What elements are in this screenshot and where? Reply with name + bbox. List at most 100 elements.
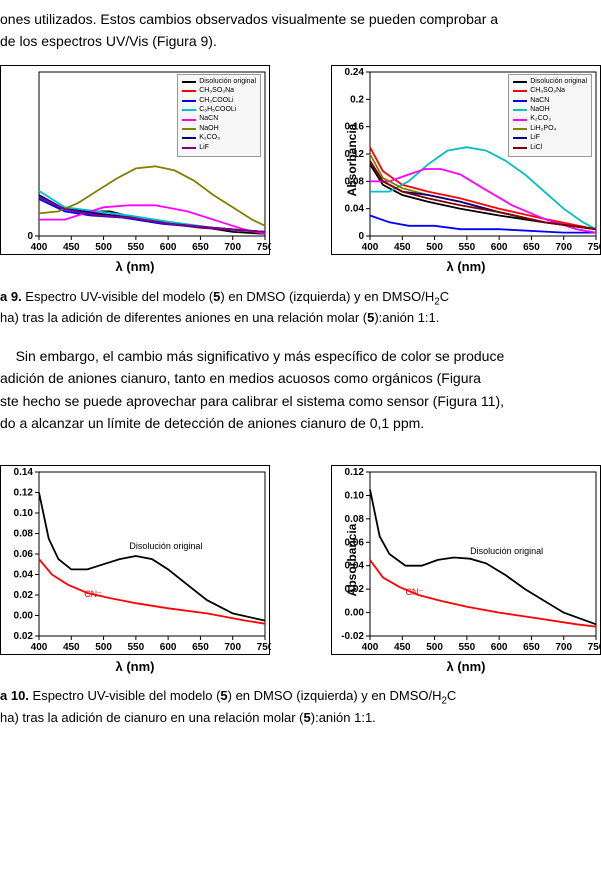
- legend-swatch: [513, 147, 527, 149]
- svg-text:CN⁻: CN⁻: [406, 587, 424, 597]
- svg-text:0.08: 0.08: [14, 528, 34, 539]
- figure-9-row: 40045050055060065070075001234Disolución …: [0, 65, 601, 278]
- svg-text:0.04: 0.04: [345, 203, 365, 214]
- legend-swatch: [513, 137, 527, 139]
- chart-2-xlabel: λ (nm): [447, 257, 486, 278]
- legend-item: CH₃COOLi: [182, 97, 256, 105]
- legend-label: LiCl: [530, 144, 542, 152]
- svg-text:700: 700: [555, 642, 572, 653]
- svg-text:550: 550: [459, 642, 476, 653]
- svg-text:0.06: 0.06: [14, 549, 34, 560]
- svg-text:450: 450: [394, 642, 411, 653]
- legend-swatch: [513, 90, 527, 92]
- svg-text:450: 450: [394, 242, 411, 253]
- svg-text:750: 750: [257, 242, 271, 253]
- svg-text:0.2: 0.2: [350, 94, 364, 105]
- svg-text:0.24: 0.24: [345, 67, 365, 78]
- legend-item: LiCl: [513, 144, 587, 152]
- svg-text:CN⁻: CN⁻: [84, 589, 102, 599]
- intro-paragraph: ones utilizados. Estos cambios observado…: [0, 8, 601, 53]
- legend-item: NaCN: [513, 97, 587, 105]
- y-axis-label: Absorbancia: [343, 123, 362, 196]
- svg-text:650: 650: [523, 642, 540, 653]
- legend-swatch: [513, 109, 527, 111]
- svg-text:400: 400: [362, 642, 379, 653]
- svg-text:450: 450: [63, 242, 80, 253]
- svg-text:0.04: 0.04: [14, 569, 34, 580]
- intro-line-1: ones utilizados. Estos cambios observado…: [0, 11, 498, 27]
- svg-text:-0.02: -0.02: [341, 631, 364, 642]
- svg-text:0.12: 0.12: [14, 487, 34, 498]
- svg-text:0.14: 0.14: [14, 467, 34, 478]
- legend-swatch: [182, 128, 196, 130]
- middle-paragraph: Sin embargo, el cambio más significativo…: [0, 345, 601, 435]
- svg-text:500: 500: [95, 642, 112, 653]
- legend-label: Disolución original: [199, 78, 256, 86]
- legend-item: K₂CO₃: [513, 115, 587, 123]
- svg-text:600: 600: [160, 242, 177, 253]
- svg-text:0.10: 0.10: [345, 490, 365, 501]
- svg-text:0.02: 0.02: [14, 631, 34, 642]
- chart-legend: Disolución originalCH₃SO₃Na CH₃COOLiC₆H₅C…: [177, 74, 261, 157]
- legend-label: Disolución original: [530, 78, 587, 86]
- legend-item: LiF: [182, 144, 256, 152]
- svg-text:600: 600: [160, 642, 177, 653]
- legend-label: CH₃SO₃Na: [530, 87, 565, 95]
- svg-text:0.00: 0.00: [345, 607, 365, 618]
- svg-text:700: 700: [224, 642, 241, 653]
- legend-item: NaOH: [182, 125, 256, 133]
- chart-legend: Disolución originalCH₃SO₃Na NaCNNaOHK₂CO₃…: [508, 74, 592, 157]
- legend-item: CH₃SO₃Na: [182, 87, 256, 95]
- legend-item: LiF: [513, 134, 587, 142]
- legend-label: CH₃SO₃Na: [199, 87, 234, 95]
- legend-label: LiH₂PO₄: [530, 125, 556, 133]
- svg-text:600: 600: [491, 642, 508, 653]
- svg-text:500: 500: [95, 242, 112, 253]
- legend-label: NaCN: [199, 115, 218, 123]
- legend-item: NaCN: [182, 115, 256, 123]
- svg-text:0.10: 0.10: [14, 508, 34, 519]
- svg-text:Disolución original: Disolución original: [470, 546, 543, 556]
- svg-text:650: 650: [192, 242, 209, 253]
- chart-2: 40045050055060065070075000.040.080.120.1…: [331, 65, 601, 255]
- legend-swatch: [513, 100, 527, 102]
- legend-swatch: [513, 81, 527, 83]
- legend-swatch: [513, 128, 527, 130]
- legend-item: Disolución original: [513, 78, 587, 86]
- legend-label: K₂CO₃: [530, 115, 551, 123]
- svg-text:0: 0: [27, 231, 33, 242]
- chart-3-wrap: 4004505005506006507007500.020.000.020.04…: [0, 465, 270, 678]
- legend-label: K₂CO₃: [199, 134, 220, 142]
- svg-text:750: 750: [588, 242, 601, 253]
- svg-text:750: 750: [588, 642, 601, 653]
- svg-text:0.02: 0.02: [14, 590, 34, 601]
- legend-label: LiF: [530, 134, 540, 142]
- figure-9-caption: a 9. Espectro UV-visible del modelo (5) …: [0, 288, 601, 327]
- legend-item: CH₃SO₃Na: [513, 87, 587, 95]
- legend-swatch: [182, 119, 196, 121]
- svg-text:0.12: 0.12: [345, 467, 365, 478]
- svg-text:0: 0: [358, 231, 364, 242]
- chart-1-xlabel: λ (nm): [116, 257, 155, 278]
- legend-item: NaOH: [513, 106, 587, 114]
- svg-text:650: 650: [523, 242, 540, 253]
- chart-1-wrap: 40045050055060065070075001234Disolución …: [0, 65, 270, 278]
- chart-4-xlabel: λ (nm): [447, 657, 486, 678]
- svg-text:400: 400: [362, 242, 379, 253]
- figure-10-caption: a 10. Espectro UV-visible del modelo (5)…: [0, 687, 601, 726]
- chart-4-wrap: 400450500550600650700750-0.020.000.020.0…: [331, 465, 601, 678]
- legend-item: Disolución original: [182, 78, 256, 86]
- svg-text:500: 500: [426, 242, 443, 253]
- legend-label: CH₃COOLi: [199, 97, 233, 105]
- chart-4: 400450500550600650700750-0.020.000.020.0…: [331, 465, 601, 655]
- legend-label: LiF: [199, 144, 209, 152]
- svg-text:700: 700: [555, 242, 572, 253]
- svg-text:500: 500: [426, 642, 443, 653]
- legend-swatch: [182, 81, 196, 83]
- legend-label: NaOH: [199, 125, 218, 133]
- legend-swatch: [513, 119, 527, 121]
- svg-text:600: 600: [491, 242, 508, 253]
- legend-item: C₆H₅COOLi: [182, 106, 256, 114]
- svg-text:700: 700: [224, 242, 241, 253]
- chart-3: 4004505005506006507007500.020.000.020.04…: [0, 465, 270, 655]
